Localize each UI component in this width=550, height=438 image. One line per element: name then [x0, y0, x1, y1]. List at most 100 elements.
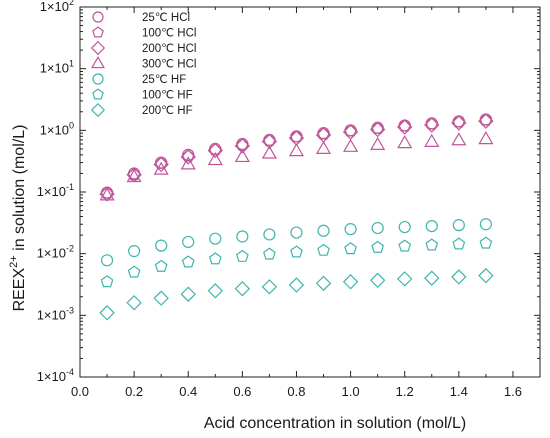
data-point [342, 274, 359, 290]
data-point [290, 245, 303, 258]
data-point [398, 119, 412, 132]
data-point [154, 259, 168, 272]
data-point [209, 232, 222, 245]
y-tick-label: 1×10-3 [37, 305, 74, 322]
data-point [371, 240, 385, 253]
data-point [451, 269, 467, 285]
series-5 [100, 236, 493, 288]
data-point [344, 242, 357, 255]
data-point [479, 236, 493, 249]
data-point [344, 124, 357, 137]
data-point [424, 133, 440, 147]
data-point [424, 117, 440, 133]
data-point [452, 237, 466, 250]
y-axis-label-rest: in solution (mol/L) [11, 125, 28, 256]
data-point [180, 149, 196, 165]
legend-marker [92, 26, 104, 38]
y-tick-label: 1×101 [40, 59, 74, 76]
data-point [479, 113, 493, 126]
data-point [288, 277, 305, 293]
data-point [234, 138, 251, 154]
y-tick-label: 1×10-1 [37, 182, 74, 199]
series-3 [99, 131, 494, 201]
data-point [236, 230, 249, 243]
data-point [207, 151, 223, 166]
data-point [180, 286, 196, 302]
data-point [207, 283, 224, 299]
data-point [290, 130, 303, 143]
data-point [451, 115, 467, 131]
data-point [234, 148, 250, 163]
data-point [261, 145, 277, 159]
x-axis-label: Acid concentration in solution (mol/L) [204, 415, 466, 432]
data-point [100, 254, 114, 267]
data-point [478, 113, 494, 129]
data-point [370, 136, 386, 150]
data-point [99, 187, 115, 201]
data-point [343, 138, 359, 152]
legend-marker [92, 88, 104, 100]
data-point [235, 249, 249, 262]
data-point [425, 238, 439, 251]
legend-marker [92, 73, 104, 85]
data-point [182, 235, 195, 249]
legend-label: 100℃ HCl [142, 28, 196, 40]
y-tick-label: 1×10-2 [37, 244, 74, 261]
y-tick-label: 1×102 [40, 0, 74, 14]
legend-label: 200℃ HF [142, 105, 193, 117]
data-point [261, 279, 278, 295]
x-tick-label: 1.2 [396, 384, 414, 399]
data-point [153, 290, 169, 306]
data-point [208, 143, 222, 156]
legend-marker [91, 56, 105, 69]
data-point [207, 142, 224, 159]
data-point [288, 143, 305, 157]
y-axis-label-superscript: 2+ [8, 255, 20, 268]
x-tick-label: 1.4 [450, 384, 468, 399]
data-point [371, 221, 384, 235]
data-point [317, 127, 330, 140]
legend-label: 300℃ HCl [142, 59, 196, 71]
data-point [452, 219, 465, 232]
y-tick-label: 1×10-4 [37, 367, 74, 384]
data-point [126, 295, 142, 311]
x-tick-label: 0.6 [233, 384, 251, 399]
legend-marker [92, 11, 104, 23]
data-point [154, 156, 168, 169]
data-point [369, 121, 386, 138]
data-point [234, 281, 251, 297]
data-point [315, 275, 332, 292]
data-point [263, 247, 276, 260]
data-point [317, 224, 330, 237]
data-point [128, 245, 141, 258]
x-tick-label: 0.8 [287, 384, 305, 399]
data-point [398, 220, 411, 234]
data-point [153, 161, 169, 175]
data-point [153, 156, 169, 173]
x-tick-label: 0.0 [71, 384, 89, 399]
series-4 [100, 218, 492, 267]
data-point [99, 305, 115, 321]
data-point [398, 239, 412, 252]
data-point [371, 121, 385, 134]
data-point [100, 275, 114, 288]
data-point [181, 255, 195, 268]
x-tick-label: 0.2 [125, 384, 143, 399]
legend-marker [90, 102, 106, 118]
data-point [290, 226, 303, 239]
data-point [208, 252, 222, 265]
data-point [344, 223, 357, 236]
data-point [317, 243, 330, 256]
data-point [396, 271, 413, 287]
x-tick-label: 1.0 [342, 384, 360, 399]
series-1 [100, 113, 493, 199]
legend-label: 25℃ HCl [142, 12, 190, 24]
data-point [478, 267, 494, 284]
y-tick-label: 1×100 [40, 120, 74, 137]
data-point [100, 186, 114, 199]
data-point [479, 218, 492, 231]
data-point [99, 186, 115, 202]
legend-label: 25℃ HF [142, 74, 186, 86]
data-point [478, 131, 494, 145]
